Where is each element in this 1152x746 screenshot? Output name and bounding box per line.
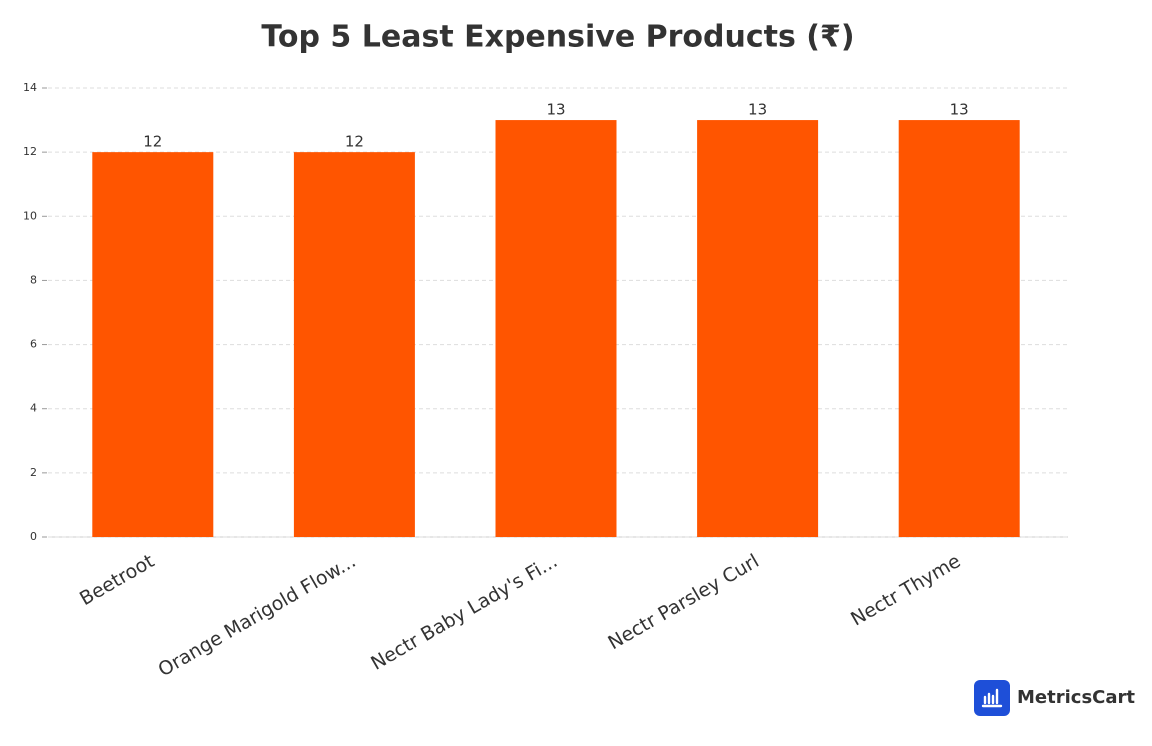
y-tick-label: 6 [30, 338, 37, 351]
x-tick-label: Beetroot [76, 550, 158, 610]
value-label: 13 [546, 101, 565, 119]
x-tick-label: Nectr Thyme [847, 550, 964, 630]
x-tick-label: Nectr Parsley Curl [604, 550, 762, 654]
y-tick-label: 0 [30, 530, 37, 543]
logo: MetricsCart [974, 680, 1135, 716]
y-tick-label: 12 [23, 145, 37, 158]
y-tick-label: 2 [30, 466, 37, 479]
bar [495, 120, 617, 538]
x-tick-label: Nectr Baby Lady's Fi... [367, 550, 561, 675]
y-tick-label: 10 [23, 209, 37, 222]
value-label: 13 [950, 101, 969, 119]
bar [293, 152, 415, 537]
bar [898, 120, 1020, 538]
chart-title: Top 5 Least Expensive Products (₹) [261, 20, 854, 55]
value-label: 12 [345, 133, 364, 151]
y-tick-label: 14 [23, 81, 37, 94]
x-tick-label: Orange Marigold Flow... [154, 550, 359, 681]
y-tick-label: 8 [30, 273, 37, 286]
y-tick-label: 4 [30, 402, 37, 415]
bar [92, 152, 214, 537]
bar [697, 120, 819, 538]
value-label: 12 [143, 133, 162, 151]
logo-glyph [981, 688, 1003, 708]
value-label: 13 [748, 101, 767, 119]
logo-text: MetricsCart [1017, 687, 1135, 708]
